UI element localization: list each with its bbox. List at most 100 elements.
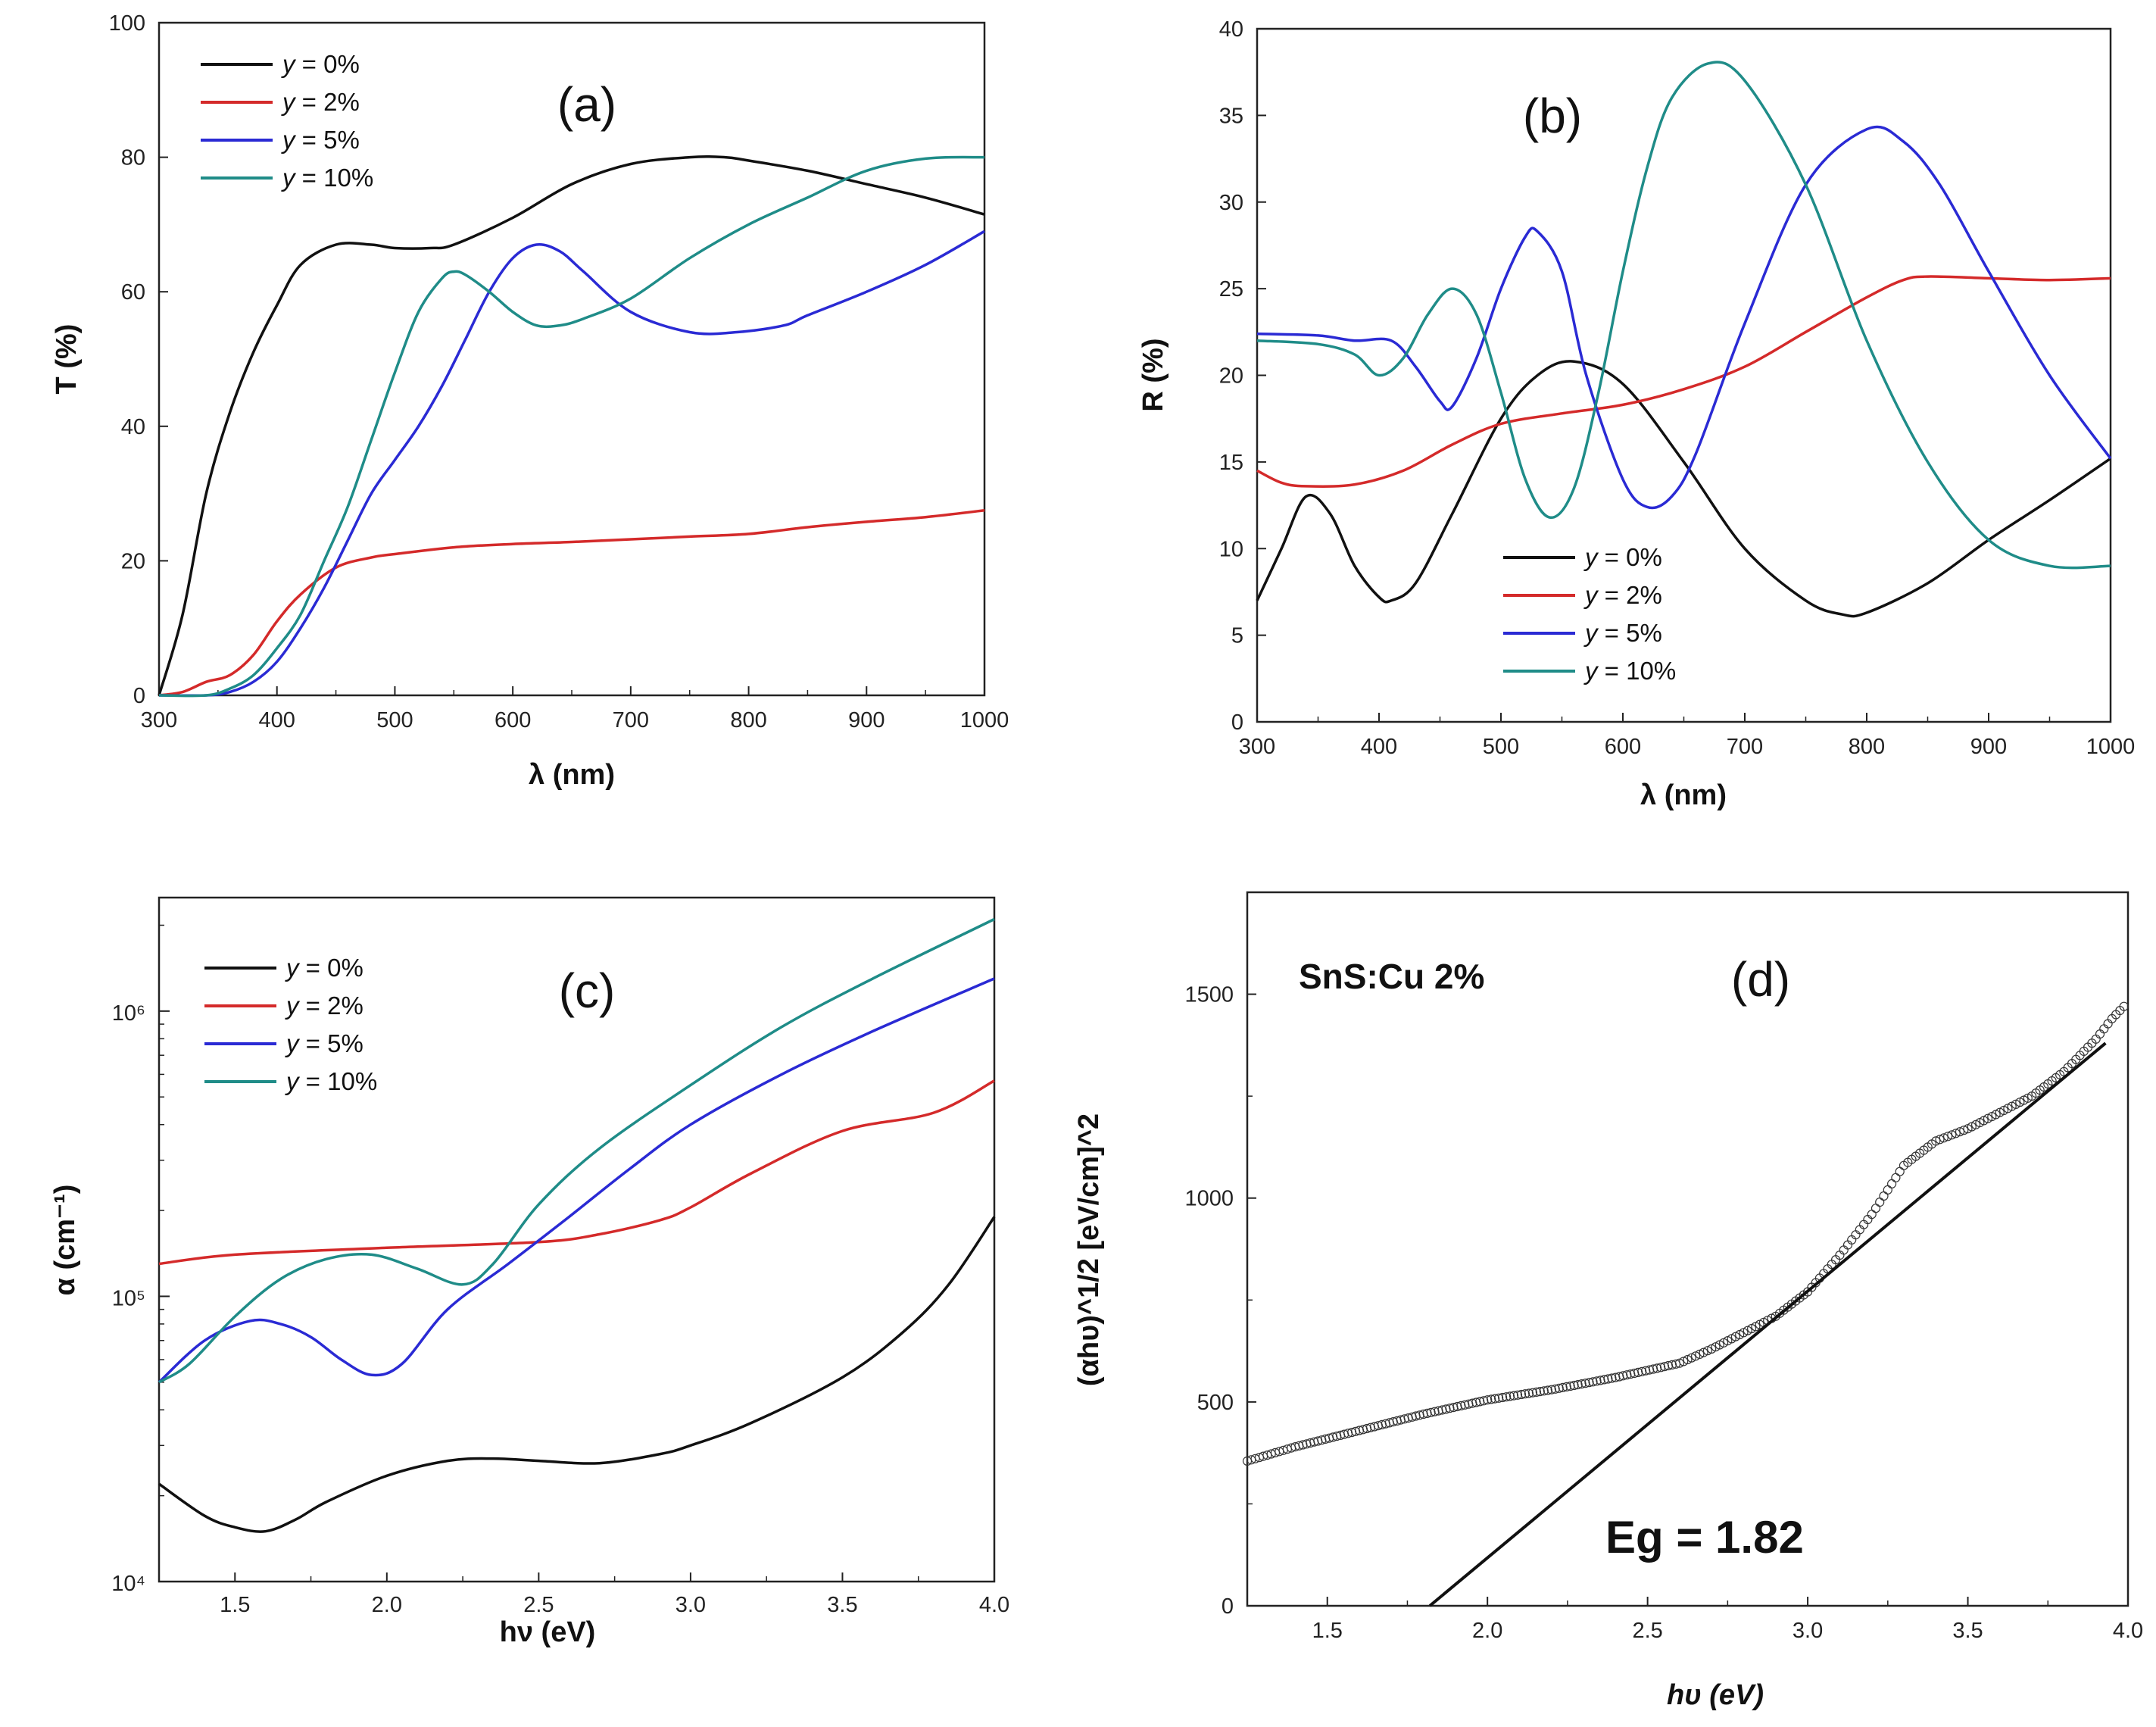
- data-point: [1512, 1390, 1523, 1400]
- data-point: [1505, 1391, 1515, 1401]
- legend-label-y0: y = 0%: [1583, 543, 1662, 571]
- x-tick-label: 1.5: [220, 1593, 250, 1617]
- data-point: [1584, 1378, 1594, 1388]
- x-tick-label: 2.5: [1632, 1619, 1662, 1643]
- legend-label-y5: y = 5%: [285, 1029, 363, 1057]
- y-axis-label: (αhυ)^1/2 [eV/cm]^2: [1073, 1113, 1105, 1386]
- data-point: [1588, 1377, 1598, 1387]
- data-point: [1955, 1127, 1965, 1137]
- data-point: [1569, 1380, 1579, 1391]
- plot-frame-d: [1246, 891, 2129, 1607]
- data-point: [1543, 1385, 1552, 1395]
- legend-label-y2: y = 2%: [285, 992, 363, 1020]
- y-axis-label: R (%): [1137, 338, 1169, 411]
- data-point: [1699, 1348, 1708, 1357]
- x-tick-label: 300: [141, 708, 177, 732]
- y-tick-label: 40: [1219, 17, 1243, 42]
- legend-label-y2: y = 2%: [281, 88, 360, 116]
- legend-label-y5: y = 5%: [1583, 619, 1662, 647]
- x-tick-label: 4.0: [979, 1593, 1009, 1617]
- y-tick-label: 60: [121, 280, 145, 304]
- x-axis-label: λ (nm): [1640, 779, 1727, 811]
- x-tick-label: 700: [1727, 735, 1763, 759]
- data-point: [1524, 1388, 1534, 1398]
- data-point: [1947, 1130, 1957, 1140]
- data-point: [1493, 1393, 1504, 1403]
- data-point: [1490, 1394, 1500, 1404]
- data-point: [1951, 1129, 1961, 1138]
- bandgap-annotation: Eg = 1.82: [1605, 1512, 1804, 1563]
- data-point: [1596, 1376, 1605, 1385]
- data-point: [1535, 1386, 1545, 1397]
- x-axis-label: hυ (eV): [1667, 1679, 1764, 1711]
- y-tick-label: 1000: [1184, 1187, 1234, 1211]
- y-tick-label: 40: [121, 415, 145, 439]
- x-axis-label: hν (eV): [500, 1616, 596, 1648]
- legend-label-y10: y = 10%: [285, 1067, 377, 1095]
- data-point: [1520, 1389, 1530, 1399]
- x-tick-label: 900: [848, 708, 885, 732]
- data-point: [1959, 1126, 1969, 1135]
- x-axis-label: λ (nm): [529, 759, 615, 791]
- series-line-y5: [1256, 125, 2112, 510]
- data-point: [1939, 1133, 1949, 1143]
- x-tick-label: 3.0: [1793, 1619, 1823, 1643]
- data-point: [1527, 1388, 1538, 1398]
- data-point: [1702, 1346, 1712, 1356]
- y-tick-label: 0: [1222, 1594, 1234, 1619]
- data-point: [1691, 1351, 1701, 1361]
- data-point: [1562, 1382, 1571, 1392]
- fit-line: [1428, 1042, 2107, 1607]
- x-tick-label: 600: [1605, 735, 1641, 759]
- panel-label-a: (a): [557, 77, 616, 132]
- x-tick-label: 600: [495, 708, 531, 732]
- data-point: [1483, 1395, 1493, 1405]
- data-point: [1531, 1387, 1542, 1398]
- data-point: [1479, 1396, 1489, 1406]
- x-tick-label: 700: [613, 708, 649, 732]
- y-axis-label: T (%): [51, 324, 83, 395]
- y-tick-label: 100: [109, 11, 145, 36]
- legend-label-y0: y = 0%: [281, 50, 360, 78]
- x-tick-label: 3.5: [827, 1593, 857, 1617]
- series-line-y2: [1256, 275, 2111, 488]
- data-point: [1592, 1376, 1602, 1386]
- data-point: [1871, 1204, 1881, 1213]
- y-tick-label: 20: [121, 549, 145, 573]
- panel-d: 1.5 2.0 2.5 3.0 3.5 4.0 0 500 1000 1500 (d) SnS:Cu …: [1073, 891, 2143, 1711]
- data-point: [1573, 1379, 1583, 1390]
- data-point: [1931, 1136, 1941, 1146]
- data-point: [1607, 1373, 1617, 1383]
- panel-label-b: (b): [1523, 89, 1582, 143]
- series-line-y10: [1256, 61, 2111, 570]
- plot-frame-c: [158, 896, 996, 1583]
- data-point: [1580, 1379, 1590, 1388]
- y-tick-label: 30: [1219, 191, 1243, 215]
- data-point: [1539, 1386, 1549, 1396]
- y-tick-label: 10: [1219, 537, 1243, 561]
- data-point: [2119, 1001, 2129, 1011]
- y-tick-label: 500: [1197, 1391, 1234, 1415]
- y-tick-label: 10⁵: [112, 1286, 145, 1310]
- panel-a: 300 400 500 600 700 800 900 1000 0 20 40 60 80 100 y =…: [51, 11, 1009, 791]
- panel-c: 1.5 2.0 2.5 3.0 3.5 4.0 10⁴ 10⁵ 10⁶ y = 0% y = 2% y…: [49, 896, 1009, 1648]
- x-tick-label: 800: [1849, 735, 1885, 759]
- data-point: [1546, 1385, 1556, 1394]
- data-point: [1695, 1349, 1705, 1360]
- y-tick-label: 1500: [1184, 983, 1234, 1007]
- data-point: [1565, 1381, 1575, 1391]
- data-point: [1683, 1354, 1693, 1365]
- x-tick-label: 1.5: [1312, 1619, 1343, 1643]
- x-tick-label: 3.0: [676, 1593, 706, 1617]
- data-point: [1603, 1374, 1613, 1384]
- data-point: [1497, 1392, 1508, 1403]
- x-tick-label: 500: [376, 708, 413, 732]
- data-point: [1554, 1383, 1564, 1393]
- x-tick-label: 3.5: [1952, 1619, 1983, 1643]
- y-axis-label: α (cm⁻¹): [49, 1185, 81, 1296]
- y-tick-label: 25: [1219, 277, 1243, 301]
- x-tick-label: 500: [1483, 735, 1519, 759]
- x-tick-label: 800: [730, 708, 766, 732]
- series-line-y5: [158, 977, 995, 1384]
